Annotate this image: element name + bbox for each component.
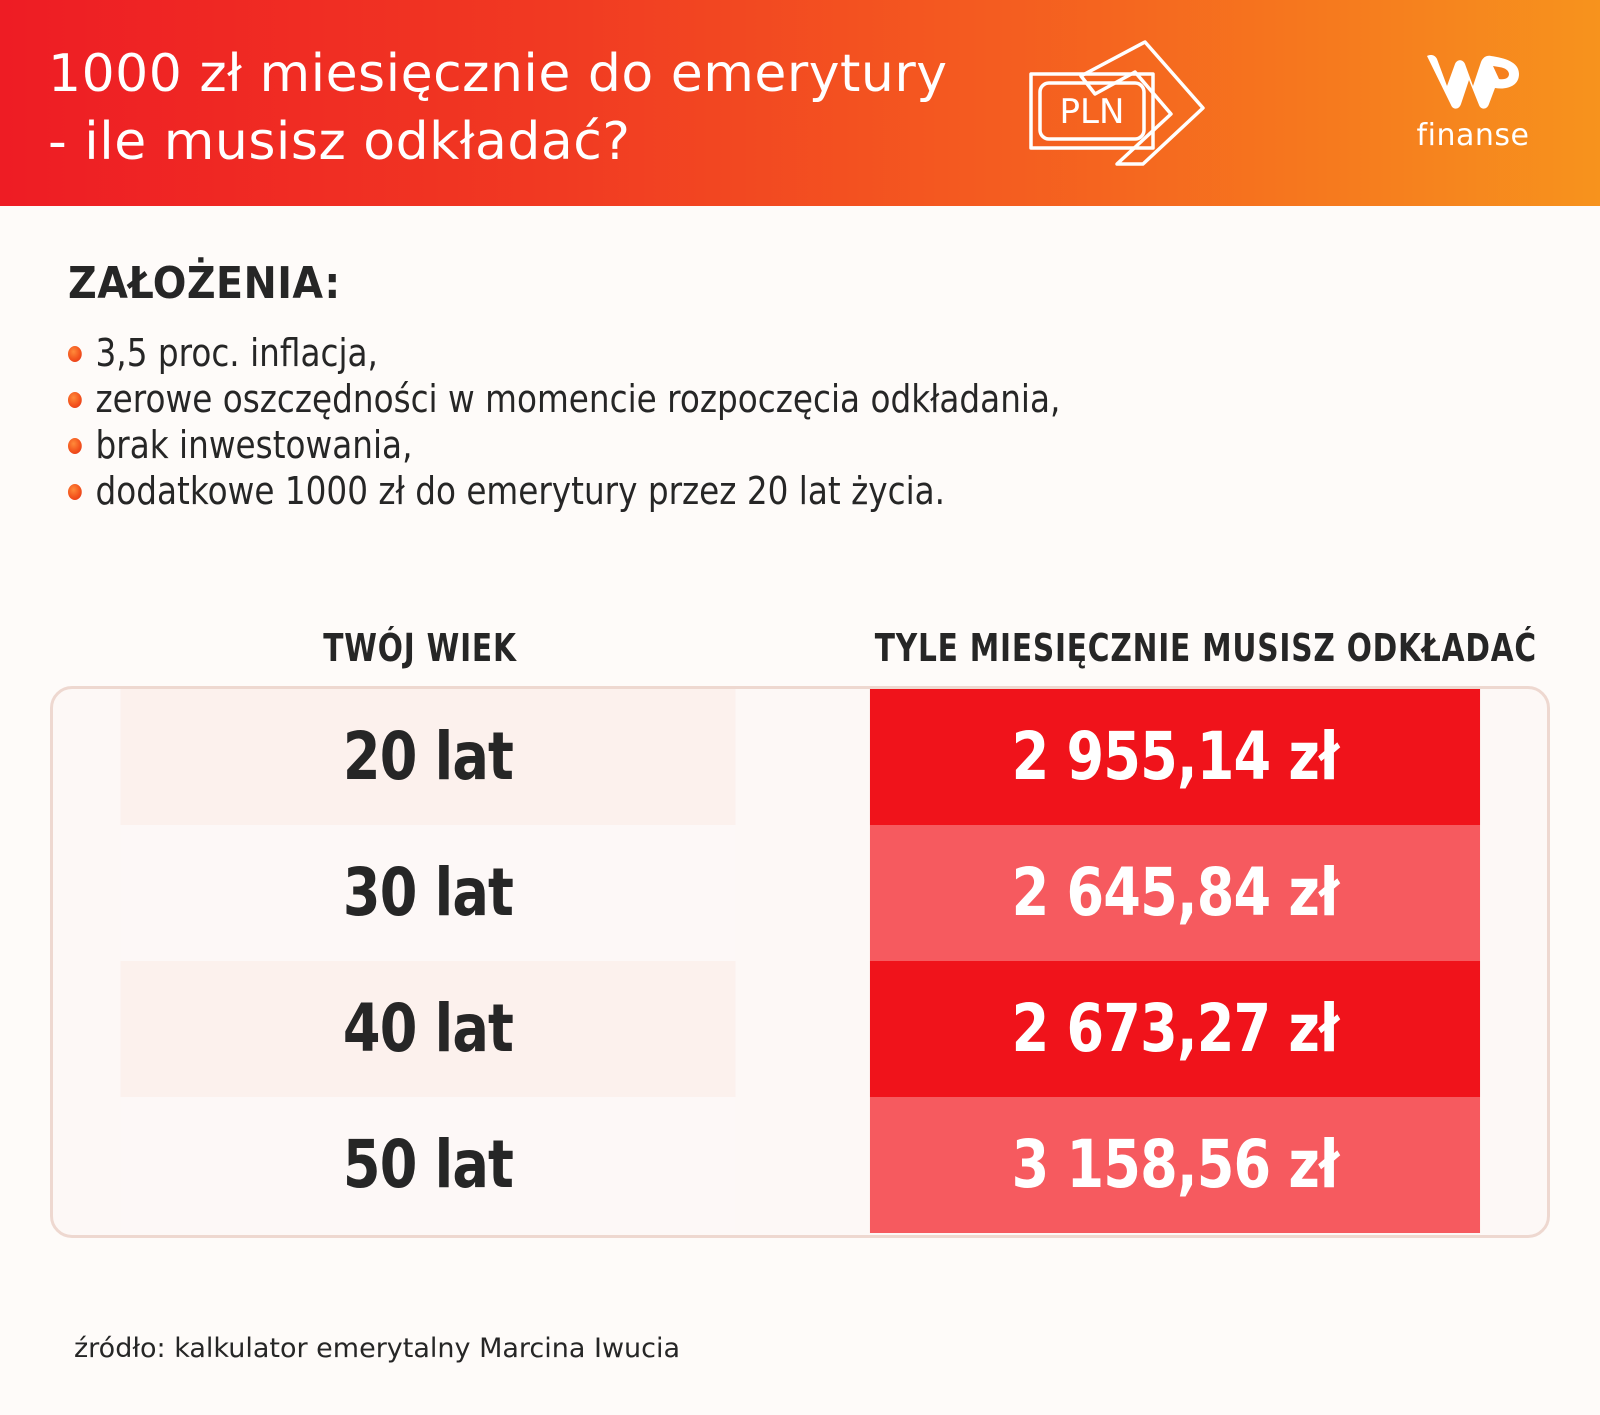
assumption-item: brak inwestowania, [68, 422, 1060, 468]
logo-text: finanse [1416, 118, 1530, 153]
table-row: 30 lat 2 645,84 zł [53, 825, 1547, 961]
amount-cell: 2 673,27 zł [869, 961, 1481, 1097]
table-row: 20 lat 2 955,14 zł [53, 689, 1547, 825]
bullet-icon [68, 392, 82, 408]
title-line-1: 1000 zł miesięcznie do emerytury [48, 44, 948, 104]
table-row: 40 lat 2 673,27 zł [53, 961, 1547, 1097]
assumptions-list: 3,5 proc. inflacja, zerowe oszczędności … [68, 330, 1222, 514]
title-line-2: - ile musisz odkładać? [48, 112, 631, 172]
assumption-text: zerowe oszczędności w momencie rozpoczęc… [95, 377, 1061, 421]
age-cell: 30 lat [120, 825, 736, 961]
source-note: źródło: kalkulator emerytalny Marcina Iw… [74, 1333, 681, 1364]
banknote-icon: PLN [1029, 40, 1205, 166]
age-cell: 40 lat [120, 961, 736, 1097]
age-cell: 50 lat [120, 1097, 736, 1233]
assumption-text: 3,5 proc. inflacja, [95, 331, 378, 375]
bullet-icon [68, 438, 82, 454]
amount-cell: 2 645,84 zł [869, 825, 1481, 961]
savings-table: 20 lat 2 955,14 zł 30 lat 2 645,84 zł 40… [50, 686, 1550, 1238]
assumption-item: dodatkowe 1000 zł do emerytury przez 20 … [68, 468, 1060, 514]
amount-cell: 2 955,14 zł [869, 689, 1481, 825]
header-banner: 1000 zł miesięcznie do emerytury - ile m… [0, 0, 1600, 206]
badge-text: PLN [1060, 92, 1125, 132]
wp-logo-icon [1427, 55, 1519, 109]
assumption-text: brak inwestowania, [95, 423, 413, 467]
column-header-age: TWÓJ WIEK [323, 626, 517, 670]
wp-finanse-logo: finanse [1405, 50, 1535, 160]
assumption-item: zerowe oszczędności w momencie rozpoczęc… [68, 376, 1060, 422]
table-row: 50 lat 3 158,56 zł [53, 1097, 1547, 1233]
assumptions-heading: ZAŁOŻENIA: [68, 258, 341, 309]
assumption-item: 3,5 proc. inflacja, [68, 330, 1060, 376]
bullet-icon [68, 346, 82, 362]
page-title: 1000 zł miesięcznie do emerytury - ile m… [48, 40, 1008, 176]
age-cell: 20 lat [120, 689, 736, 825]
column-header-amount: TYLE MIESIĘCZNIE MUSISZ ODKŁADAĆ [874, 626, 1537, 670]
assumption-text: dodatkowe 1000 zł do emerytury przez 20 … [95, 469, 946, 513]
amount-cell: 3 158,56 zł [869, 1097, 1481, 1233]
bullet-icon [68, 484, 82, 500]
